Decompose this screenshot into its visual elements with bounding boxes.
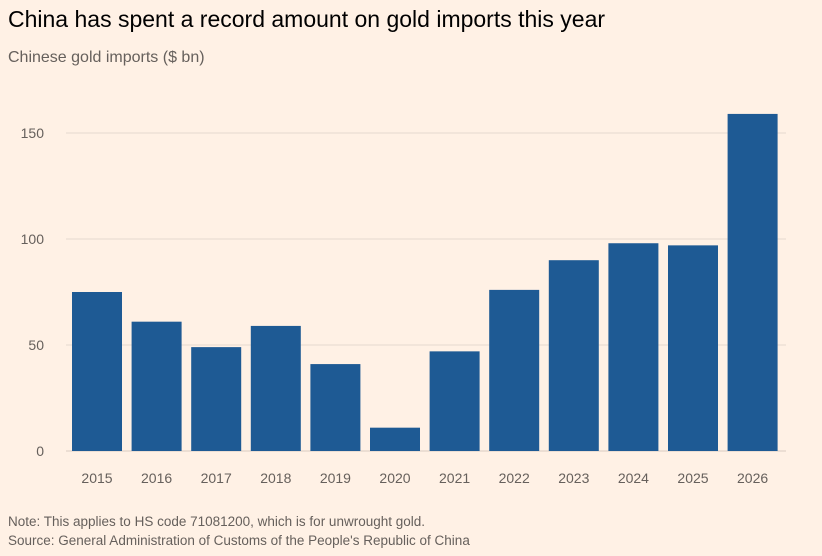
x-tick-label: 2024: [618, 470, 649, 486]
bar-2017: [191, 347, 242, 451]
y-tick-label: 0: [36, 443, 44, 459]
y-tick-label: 50: [28, 337, 44, 353]
x-tick-label: 2020: [379, 470, 410, 486]
x-tick-label: 2019: [320, 470, 351, 486]
bar-2023: [548, 260, 599, 451]
bar-2024: [608, 243, 659, 451]
bar-2026: [727, 113, 778, 452]
bar-2018: [250, 325, 301, 451]
x-axis-ticks: 2015 2016 2017 2018 2019 2020 2021 2022 2023 2024…: [81, 470, 768, 486]
x-tick-label: 2015: [81, 470, 112, 486]
bar-2022: [489, 289, 540, 451]
y-tick-label: 150: [21, 125, 45, 141]
chart-title: China has spent a record amount on gold …: [8, 6, 606, 32]
x-tick-label: 2018: [260, 470, 291, 486]
chart-note: Note: This applies to HS code 71081200, …: [8, 514, 426, 529]
x-tick-label: 2023: [558, 470, 589, 486]
chart-source: Source: General Administration of Custom…: [8, 533, 470, 548]
y-tick-label: 100: [21, 231, 45, 247]
y-axis-ticks: 0 50 100 150: [21, 125, 45, 459]
chart-subtitle: Chinese gold imports ($ bn): [8, 49, 205, 66]
x-tick-label: 2025: [677, 470, 708, 486]
x-tick-label: 2016: [141, 470, 172, 486]
bar-2019: [310, 364, 361, 451]
bar-2025: [668, 245, 718, 451]
bar-2015: [72, 292, 122, 451]
bar-2021: [429, 351, 480, 451]
x-tick-label: 2022: [499, 470, 530, 486]
grid-lines: [66, 132, 786, 452]
bars: [72, 113, 778, 452]
bar-2020: [370, 427, 420, 451]
x-tick-label: 2021: [439, 470, 470, 486]
x-tick-label: 2026: [737, 470, 768, 486]
bar-2016: [131, 321, 182, 451]
x-tick-label: 2017: [201, 470, 232, 486]
